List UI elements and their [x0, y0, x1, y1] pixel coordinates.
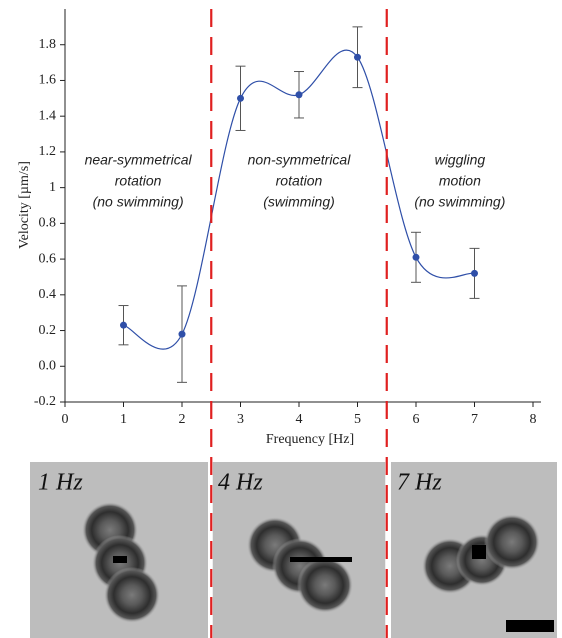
annotation: rotation [115, 173, 162, 189]
y-tick-label: 0.4 [39, 287, 57, 302]
data-point [120, 321, 127, 329]
annotation: rotation [276, 173, 323, 189]
x-tick-label: 6 [413, 412, 420, 427]
annotation: motion [439, 173, 481, 189]
y-tick-label: 0.8 [39, 216, 57, 231]
bead [484, 514, 540, 570]
annotation: near-symmetrical [85, 152, 193, 168]
x-axis-label: Frequency [Hz] [266, 432, 354, 447]
x-tick-label: 4 [296, 412, 303, 427]
panel-label: 1 Hz [38, 470, 83, 496]
y-tick-label: 1.2 [39, 144, 57, 159]
y-tick-label: 1.4 [39, 108, 57, 123]
annotation: non-symmetrical [248, 152, 352, 168]
x-tick-label: 7 [471, 412, 478, 427]
y-tick-label: 1.6 [39, 73, 57, 88]
annotation: (no swimming) [414, 194, 505, 210]
x-tick-label: 8 [530, 412, 537, 427]
y-axis-label: Velocity [µm/s] [17, 161, 32, 249]
bead [297, 557, 353, 613]
x-tick-label: 1 [120, 412, 127, 427]
y-tick-label: 0.6 [39, 251, 57, 266]
annotation: wiggling [435, 152, 486, 168]
panel-label: 4 Hz [218, 470, 263, 496]
data-point [471, 269, 478, 277]
panel-label: 7 Hz [397, 470, 442, 496]
y-tick-label: 1.8 [39, 37, 57, 52]
data-point [354, 53, 361, 61]
x-tick-label: 2 [179, 412, 186, 427]
flagellum [113, 556, 127, 563]
y-tick-label: 0.0 [39, 358, 57, 373]
y-tick-label: -0.2 [34, 394, 56, 409]
flagellum [290, 557, 352, 562]
annotation: (swimming) [263, 194, 335, 210]
data-point [178, 330, 186, 338]
data-point [237, 94, 244, 102]
y-tick-label: 0.2 [39, 323, 57, 338]
data-point [412, 253, 420, 261]
y-tick-label: 1 [49, 180, 56, 195]
flagellum [472, 545, 486, 559]
x-tick-label: 5 [354, 412, 361, 427]
x-tick-label: 0 [62, 412, 69, 427]
data-point [295, 91, 303, 99]
scale-bar [506, 620, 554, 632]
bead [104, 567, 160, 623]
micrographs: 1 Hz 4 Hz 7 Hz [30, 462, 557, 638]
x-tick-label: 3 [237, 412, 244, 427]
annotation: (no swimming) [93, 194, 184, 210]
